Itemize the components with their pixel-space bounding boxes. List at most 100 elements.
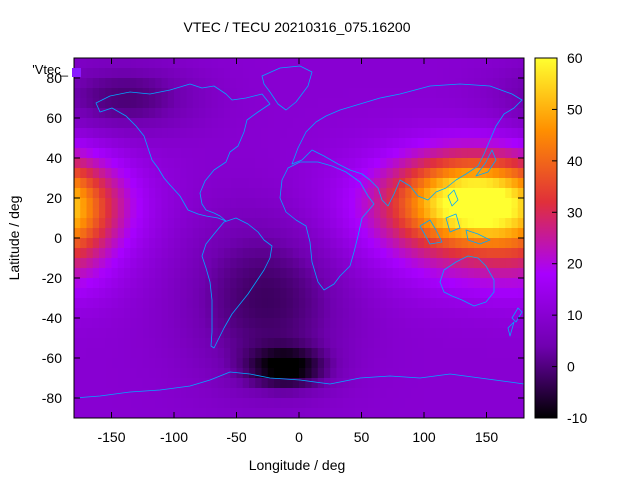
heatmap-cell	[461, 268, 469, 279]
heatmap-cell	[180, 208, 187, 219]
heatmap-cell	[261, 378, 269, 389]
heatmap-cell	[442, 318, 450, 329]
heatmap-cell	[180, 188, 187, 199]
heatmap-cell	[111, 78, 119, 89]
heatmap-cell	[367, 78, 375, 89]
heatmap-cell	[261, 108, 269, 119]
heatmap-cell	[461, 298, 469, 309]
heatmap-cell	[130, 78, 137, 89]
heatmap-cell	[392, 288, 400, 299]
heatmap-cell	[349, 408, 356, 418]
heatmap-cell	[349, 158, 356, 169]
heatmap-cell	[211, 408, 219, 418]
heatmap-cell	[386, 158, 394, 169]
heatmap-cell	[180, 328, 187, 339]
heatmap-cell	[511, 178, 519, 189]
heatmap-cell	[355, 158, 362, 169]
heatmap-cell	[174, 278, 181, 289]
heatmap-cell	[192, 408, 200, 418]
heatmap-cell	[111, 158, 119, 169]
heatmap-cell	[286, 318, 294, 329]
heatmap-cell	[192, 228, 200, 239]
heatmap-cell	[261, 358, 269, 369]
heatmap-cell	[105, 308, 112, 319]
heatmap-cell	[92, 198, 100, 209]
heatmap-cell	[299, 148, 306, 159]
heatmap-cell	[461, 208, 469, 219]
heatmap-cell	[99, 108, 106, 119]
heatmap-cell	[349, 188, 356, 199]
heatmap-cell	[299, 78, 306, 89]
heatmap-cell	[499, 258, 506, 269]
heatmap-cell	[486, 388, 494, 399]
heatmap-cell	[342, 138, 350, 149]
heatmap-cell	[417, 258, 425, 269]
heatmap-cell	[349, 58, 356, 69]
heatmap-cell	[405, 188, 412, 199]
heatmap-cell	[286, 128, 294, 139]
heatmap-cell	[99, 318, 106, 329]
heatmap-cell	[180, 228, 187, 239]
heatmap-cell	[80, 58, 87, 69]
heatmap-cell	[299, 278, 306, 289]
heatmap-cell	[292, 318, 300, 329]
heatmap-cell	[192, 248, 200, 259]
heatmap-cell	[380, 188, 387, 199]
heatmap-cell	[380, 338, 387, 349]
heatmap-cell	[236, 68, 244, 79]
y-tick-label: 0	[54, 230, 62, 246]
heatmap-cell	[374, 288, 381, 299]
heatmap-cell	[174, 348, 181, 359]
heatmap-cell	[167, 238, 175, 249]
y-tick-label: -60	[42, 350, 62, 366]
heatmap-cell	[374, 278, 381, 289]
heatmap-cell	[217, 358, 225, 369]
heatmap-cell	[436, 288, 444, 299]
heatmap-cell	[92, 88, 100, 99]
heatmap-cell	[105, 398, 112, 409]
heatmap-cell	[236, 268, 244, 279]
heatmap-cell	[274, 188, 281, 199]
heatmap-cell	[224, 148, 231, 159]
heatmap-cell	[192, 68, 200, 79]
heatmap-cell	[374, 238, 381, 249]
heatmap-cell	[105, 358, 112, 369]
heatmap-cell	[311, 378, 319, 389]
heatmap-cell	[180, 78, 187, 89]
x-tick-label: 150	[475, 429, 499, 445]
heatmap-cell	[249, 218, 256, 229]
heatmap-cell	[99, 368, 106, 379]
heatmap-cell	[192, 308, 200, 319]
heatmap-cell	[242, 138, 250, 149]
heatmap-cell	[124, 248, 131, 259]
heatmap-cell	[455, 198, 462, 209]
heatmap-cell	[361, 388, 369, 399]
heatmap-cell	[361, 288, 369, 299]
heatmap-cell	[317, 208, 325, 219]
heatmap-cell	[292, 328, 300, 339]
heatmap-cell	[474, 408, 481, 418]
heatmap-cell	[442, 98, 450, 109]
heatmap-cell	[380, 318, 387, 329]
heatmap-cell	[299, 188, 306, 199]
heatmap-cell	[424, 348, 431, 359]
heatmap-cell	[330, 108, 337, 119]
heatmap-cell	[280, 318, 287, 329]
heatmap-cell	[192, 178, 200, 189]
heatmap-cell	[411, 148, 419, 159]
heatmap-cell	[336, 208, 344, 219]
heatmap-cell	[442, 188, 450, 199]
heatmap-cell	[117, 168, 125, 179]
heatmap-cell	[411, 308, 419, 319]
heatmap-cell	[224, 138, 231, 149]
heatmap-cell	[442, 178, 450, 189]
heatmap-cell	[99, 308, 106, 319]
heatmap-cell	[224, 118, 231, 129]
heatmap-cell	[361, 198, 369, 209]
heatmap-cell	[386, 138, 394, 149]
heatmap-cell	[86, 168, 94, 179]
heatmap-cell	[161, 58, 169, 69]
heatmap-cell	[142, 188, 150, 199]
heatmap-cell	[236, 278, 244, 289]
heatmap-cell	[174, 288, 181, 299]
